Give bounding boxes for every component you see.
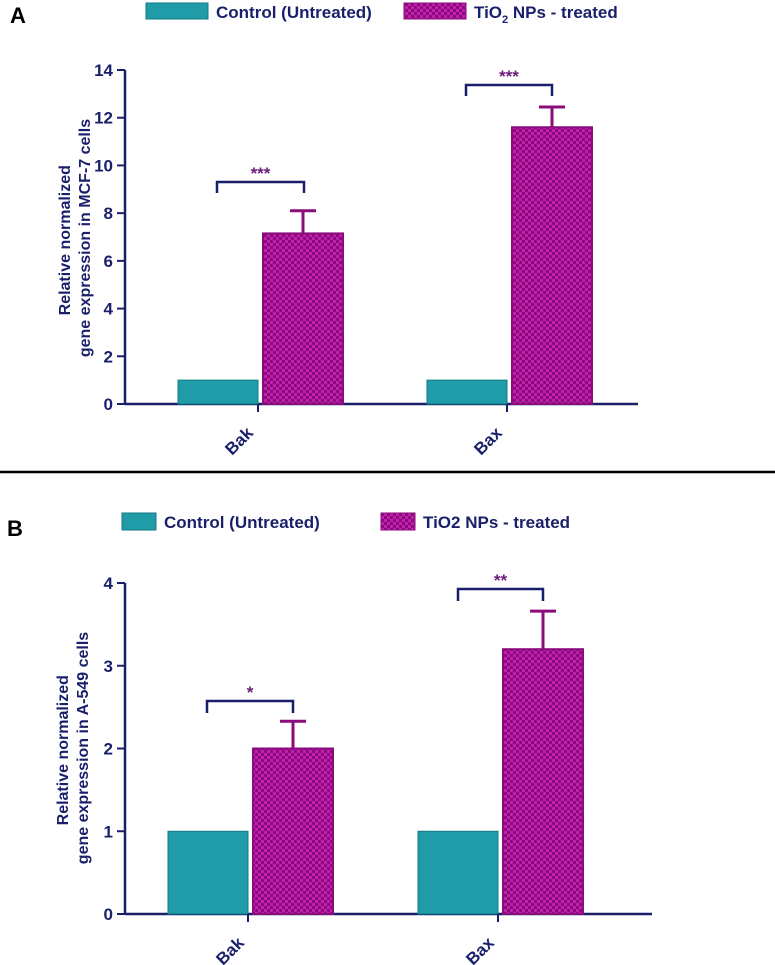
legend-b-swatch-treated — [380, 512, 416, 531]
bar-control-bax-a — [426, 379, 508, 405]
legend-b-label-treated: TiO2 NPs - treated — [423, 513, 570, 532]
legend-a: Control (Untreated) TiO2 NPs - treated — [145, 2, 618, 26]
y-tick-label-b: 1 — [104, 822, 113, 841]
significance-bracket-bak-b — [205, 699, 295, 713]
significance-bracket-bak-a — [215, 180, 306, 193]
bar-treated-bax-b — [502, 648, 584, 915]
panel-a: A Control (Untreated) TiO2 NPs - treated… — [10, 2, 638, 459]
y-tick-label-a: 0 — [104, 395, 113, 414]
y-axis-label-a: Relative normalized gene expression in M… — [57, 119, 94, 357]
legend-a-label-treated-main: TiO — [474, 3, 502, 22]
legend-b-label-control: Control (Untreated) — [164, 513, 320, 532]
bar-treated-bak-b — [252, 747, 334, 915]
significance-stars-bak-b: * — [247, 683, 254, 702]
significance-bracket-bax-a — [464, 83, 554, 96]
legend-a-label-control: Control (Untreated) — [216, 3, 372, 22]
legend-b-swatch-control — [121, 512, 157, 531]
x-tick-label-bax-b: Bax — [462, 933, 498, 965]
plot-area-b: 0 1 2 3 4 Bak * Bax ** — [104, 571, 652, 965]
y-axis-label-b-line1: Relative normalized — [55, 675, 72, 825]
legend-a-swatch-control — [145, 2, 209, 20]
bar-control-bak-a — [177, 379, 259, 405]
x-tick-label-bax-a: Bax — [470, 423, 506, 459]
legend-a-label-treated-tail: NPs - treated — [508, 3, 618, 22]
y-tick-label-a: 10 — [94, 156, 113, 175]
plot-area-a: 0 2 4 6 8 10 12 14 Bak *** Bax *** — [94, 61, 638, 459]
y-tick-label-b: 2 — [104, 740, 113, 759]
y-tick-label-a: 6 — [104, 252, 113, 271]
bar-treated-bak-a — [262, 232, 344, 405]
significance-stars-bax-b: ** — [494, 571, 508, 590]
y-axis-label-b-line2: gene expression in A-549 cells — [75, 632, 92, 865]
legend-a-swatch-treated — [403, 2, 467, 20]
y-axis-label-a-line2: gene expression in MCF-7 cells — [77, 119, 94, 357]
panel-a-label: A — [10, 3, 26, 28]
significance-bracket-bax-b — [456, 587, 545, 601]
y-axis-label-a-line1: Relative normalized — [57, 165, 74, 315]
bar-control-bax-b — [417, 830, 499, 915]
y-tick-label-b: 0 — [104, 905, 113, 924]
significance-stars-bax-a: *** — [499, 67, 519, 86]
y-axis-label-b: Relative normalized gene expression in A… — [55, 632, 92, 865]
x-tick-label-bak-b: Bak — [212, 933, 248, 965]
legend-a-label-treated: TiO2 NPs - treated — [474, 3, 618, 26]
y-tick-label-a: 12 — [94, 109, 113, 128]
x-tick-label-bak-a: Bak — [221, 423, 257, 459]
y-tick-label-a: 4 — [104, 300, 114, 319]
y-tick-label-a: 14 — [94, 61, 113, 80]
y-tick-label-a: 8 — [104, 204, 113, 223]
y-tick-label-b: 4 — [104, 574, 114, 593]
y-tick-label-b: 3 — [104, 657, 113, 676]
y-tick-label-a: 2 — [104, 347, 113, 366]
significance-stars-bak-a: *** — [251, 164, 271, 183]
bar-control-bak-b — [167, 830, 249, 915]
legend-b: Control (Untreated) TiO2 NPs - treated — [121, 512, 570, 532]
bar-treated-bax-a — [511, 126, 593, 405]
panel-b-label: B — [7, 516, 23, 541]
panel-b: B Control (Untreated) TiO2 NPs - treated… — [7, 512, 652, 965]
legend-a-label-treated-sub: 2 — [502, 14, 508, 26]
